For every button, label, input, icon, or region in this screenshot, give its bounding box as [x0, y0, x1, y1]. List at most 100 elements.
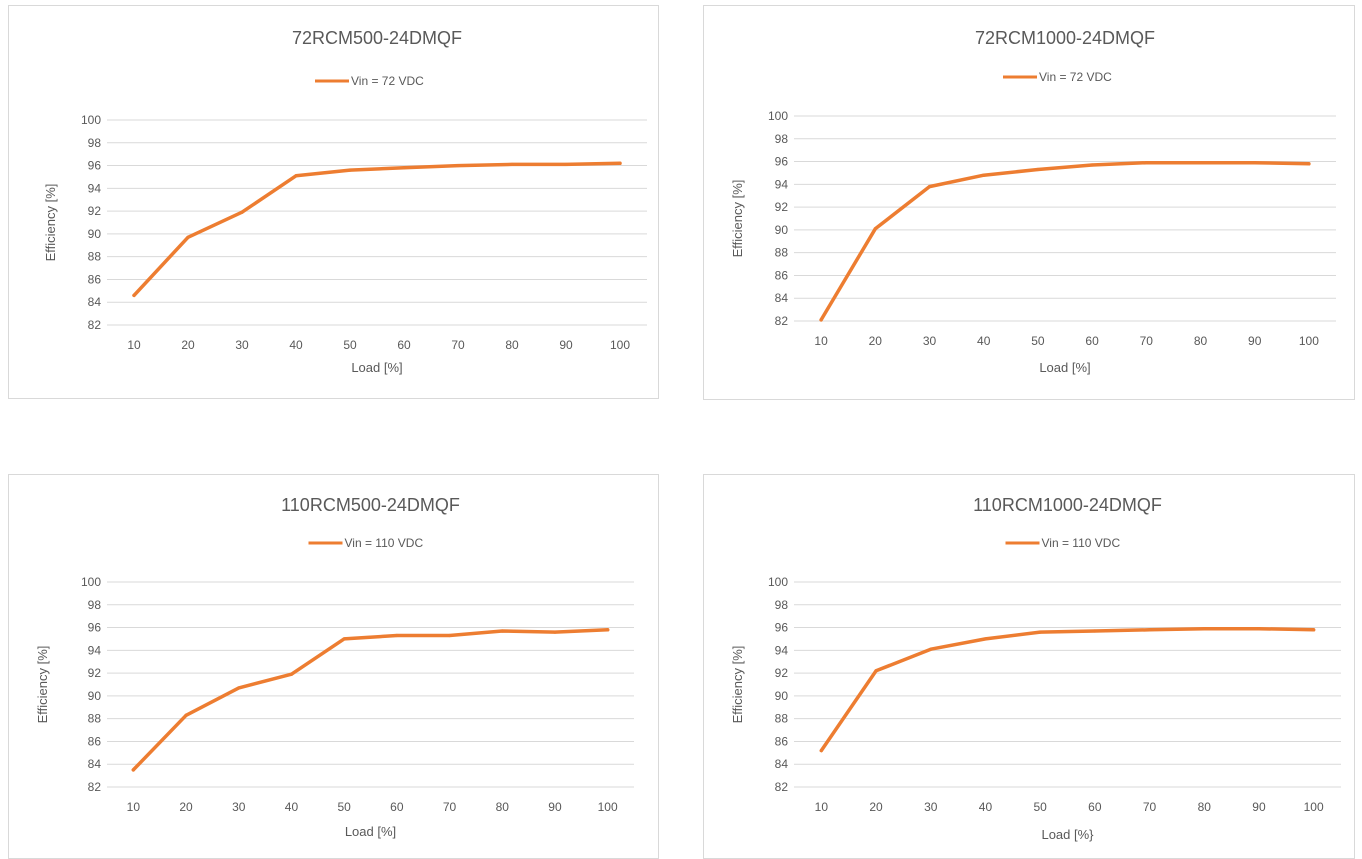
y-tick-label: 92: [88, 204, 102, 218]
x-tick-label: 30: [923, 334, 937, 348]
legend: Vin = 110 VDC: [1005, 536, 1120, 550]
data-point: [500, 629, 504, 633]
chart-title: 110RCM1000-24DMQF: [973, 495, 1162, 515]
x-tick-label: 20: [869, 800, 883, 814]
y-tick-label: 94: [775, 643, 789, 657]
y-axis-label: Efficiency [%]: [35, 646, 50, 724]
data-point: [819, 318, 823, 322]
data-point: [929, 647, 933, 651]
y-tick-label: 92: [775, 200, 789, 214]
y-tick-label: 88: [88, 250, 102, 264]
chart-panel-110rcm500: 82 84 86 88 90 92 94 96 98 100 10 20 30 40 50 60 70 80 90…: [8, 474, 659, 859]
data-point: [289, 672, 294, 676]
x-tick-label: 70: [451, 338, 465, 352]
x-tick-label: 70: [443, 800, 457, 814]
y-axis-label: Efficiency [%]: [730, 646, 745, 724]
x-tick-label: 50: [1031, 334, 1045, 348]
x-tick-label: 20: [179, 800, 193, 814]
y-tick-label: 100: [768, 575, 788, 589]
data-point: [132, 293, 136, 297]
data-point: [131, 768, 135, 772]
x-tick-label: 10: [814, 334, 828, 348]
y-tick-label: 86: [88, 272, 102, 286]
x-tick-label: 90: [1248, 334, 1262, 348]
y-tick-label: 96: [88, 621, 102, 635]
axis: 10 20 30 40 50 60 70 80 90 100: [107, 324, 647, 352]
y-axis-label: Efficiency [%]: [730, 180, 745, 258]
x-tick-label: 50: [337, 800, 351, 814]
y-tick-label: 86: [775, 268, 789, 282]
chart-svg-110rcm1000: 82 84 86 88 90 92 94 96 98 100 10 20 30 40 50 60 70 80 90…: [730, 495, 1341, 842]
data-point: [186, 235, 190, 239]
x-tick-label: 30: [232, 800, 246, 814]
chart-panel-72rcm1000: 82 84 86 88 90 92 94 96 98 100 10 20 30 40 50 60 70 80 90…: [703, 5, 1355, 400]
gridlines: 82 84 86 88 90 92 94 96 98 100: [81, 575, 634, 794]
x-tick-label: 50: [1033, 800, 1047, 814]
x-tick-label: 10: [815, 800, 829, 814]
data-point: [1202, 627, 1206, 631]
data-point: [564, 162, 568, 167]
chart-title: 110RCM500-24DMQF: [281, 495, 460, 515]
chart-panel-72rcm500: 82 84 86 88 90 92 94 96 98 100 10 20 30 40 50 60 70 80 90…: [8, 5, 659, 399]
chart-title: 72RCM500-24DMQF: [292, 28, 462, 48]
chart-svg-110rcm500: 82 84 86 88 90 92 94 96 98 100 10 20 30 40 50 60 70 80 90…: [35, 495, 634, 839]
x-tick-label: 90: [548, 800, 562, 814]
data-point: [618, 161, 622, 165]
data-point: [294, 174, 298, 178]
data-point: [447, 633, 452, 638]
x-tick-label: 60: [397, 338, 411, 352]
gridlines: 82 84 86 88 90 92 94 96 98 100: [768, 109, 1336, 328]
y-tick-label: 96: [775, 155, 789, 169]
data-point: [927, 185, 932, 189]
y-tick-label: 100: [81, 113, 101, 127]
x-tick-label: 90: [559, 338, 573, 352]
axis: 10 20 30 40 50 60 70 80 90 100: [107, 786, 634, 814]
x-tick-label: 30: [235, 338, 249, 352]
y-tick-label: 96: [775, 621, 789, 635]
y-tick-label: 94: [775, 177, 789, 191]
legend-label: Vin = 72 VDC: [1039, 70, 1112, 84]
y-tick-label: 86: [88, 734, 102, 748]
series-lines: [819, 160, 1311, 322]
series-line: [819, 626, 1316, 753]
legend: Vin = 72 VDC: [315, 74, 424, 88]
y-tick-label: 92: [88, 666, 102, 680]
legend-label: Vin = 110 VDC: [345, 536, 424, 550]
y-tick-label: 84: [775, 291, 789, 305]
axis: 10 20 30 40 50 60 70 80 90 100: [794, 786, 1341, 814]
data-point: [395, 633, 399, 638]
gridlines: 82 84 86 88 90 92 94 96 98 100: [768, 575, 1341, 794]
x-tick-label: 60: [390, 800, 404, 814]
data-point: [983, 637, 988, 641]
x-tick-label: 70: [1140, 334, 1154, 348]
y-tick-label: 92: [775, 666, 789, 680]
x-tick-label: 10: [127, 338, 141, 352]
legend: Vin = 110 VDC: [308, 536, 424, 550]
y-tick-label: 100: [768, 109, 788, 123]
y-tick-label: 88: [775, 246, 789, 260]
x-tick-label: 80: [1194, 334, 1208, 348]
x-tick-label: 40: [289, 338, 303, 352]
x-axis-label: Load [%}: [1041, 827, 1094, 842]
y-tick-label: 82: [88, 318, 102, 332]
data-point: [606, 628, 610, 632]
x-tick-label: 100: [1299, 334, 1319, 348]
y-tick-label: 82: [775, 314, 789, 328]
y-tick-label: 98: [775, 132, 789, 146]
x-tick-label: 100: [610, 338, 630, 352]
y-tick-label: 84: [88, 757, 102, 771]
data-point: [1198, 161, 1203, 165]
y-tick-label: 84: [775, 757, 789, 771]
data-point: [456, 163, 460, 168]
data-point: [982, 173, 986, 177]
x-tick-label: 20: [869, 334, 883, 348]
data-point: [1147, 628, 1152, 632]
data-point: [873, 227, 877, 231]
chart-panel-110rcm1000: 82 84 86 88 90 92 94 96 98 100 10 20 30 40 50 60 70 80 90…: [703, 474, 1355, 859]
y-tick-label: 90: [88, 689, 102, 703]
x-axis-label: Load [%]: [345, 824, 396, 839]
chart-title: 72RCM1000-24DMQF: [975, 28, 1155, 48]
y-tick-label: 96: [88, 159, 102, 173]
data-point: [1038, 630, 1042, 634]
y-tick-label: 100: [81, 575, 101, 589]
